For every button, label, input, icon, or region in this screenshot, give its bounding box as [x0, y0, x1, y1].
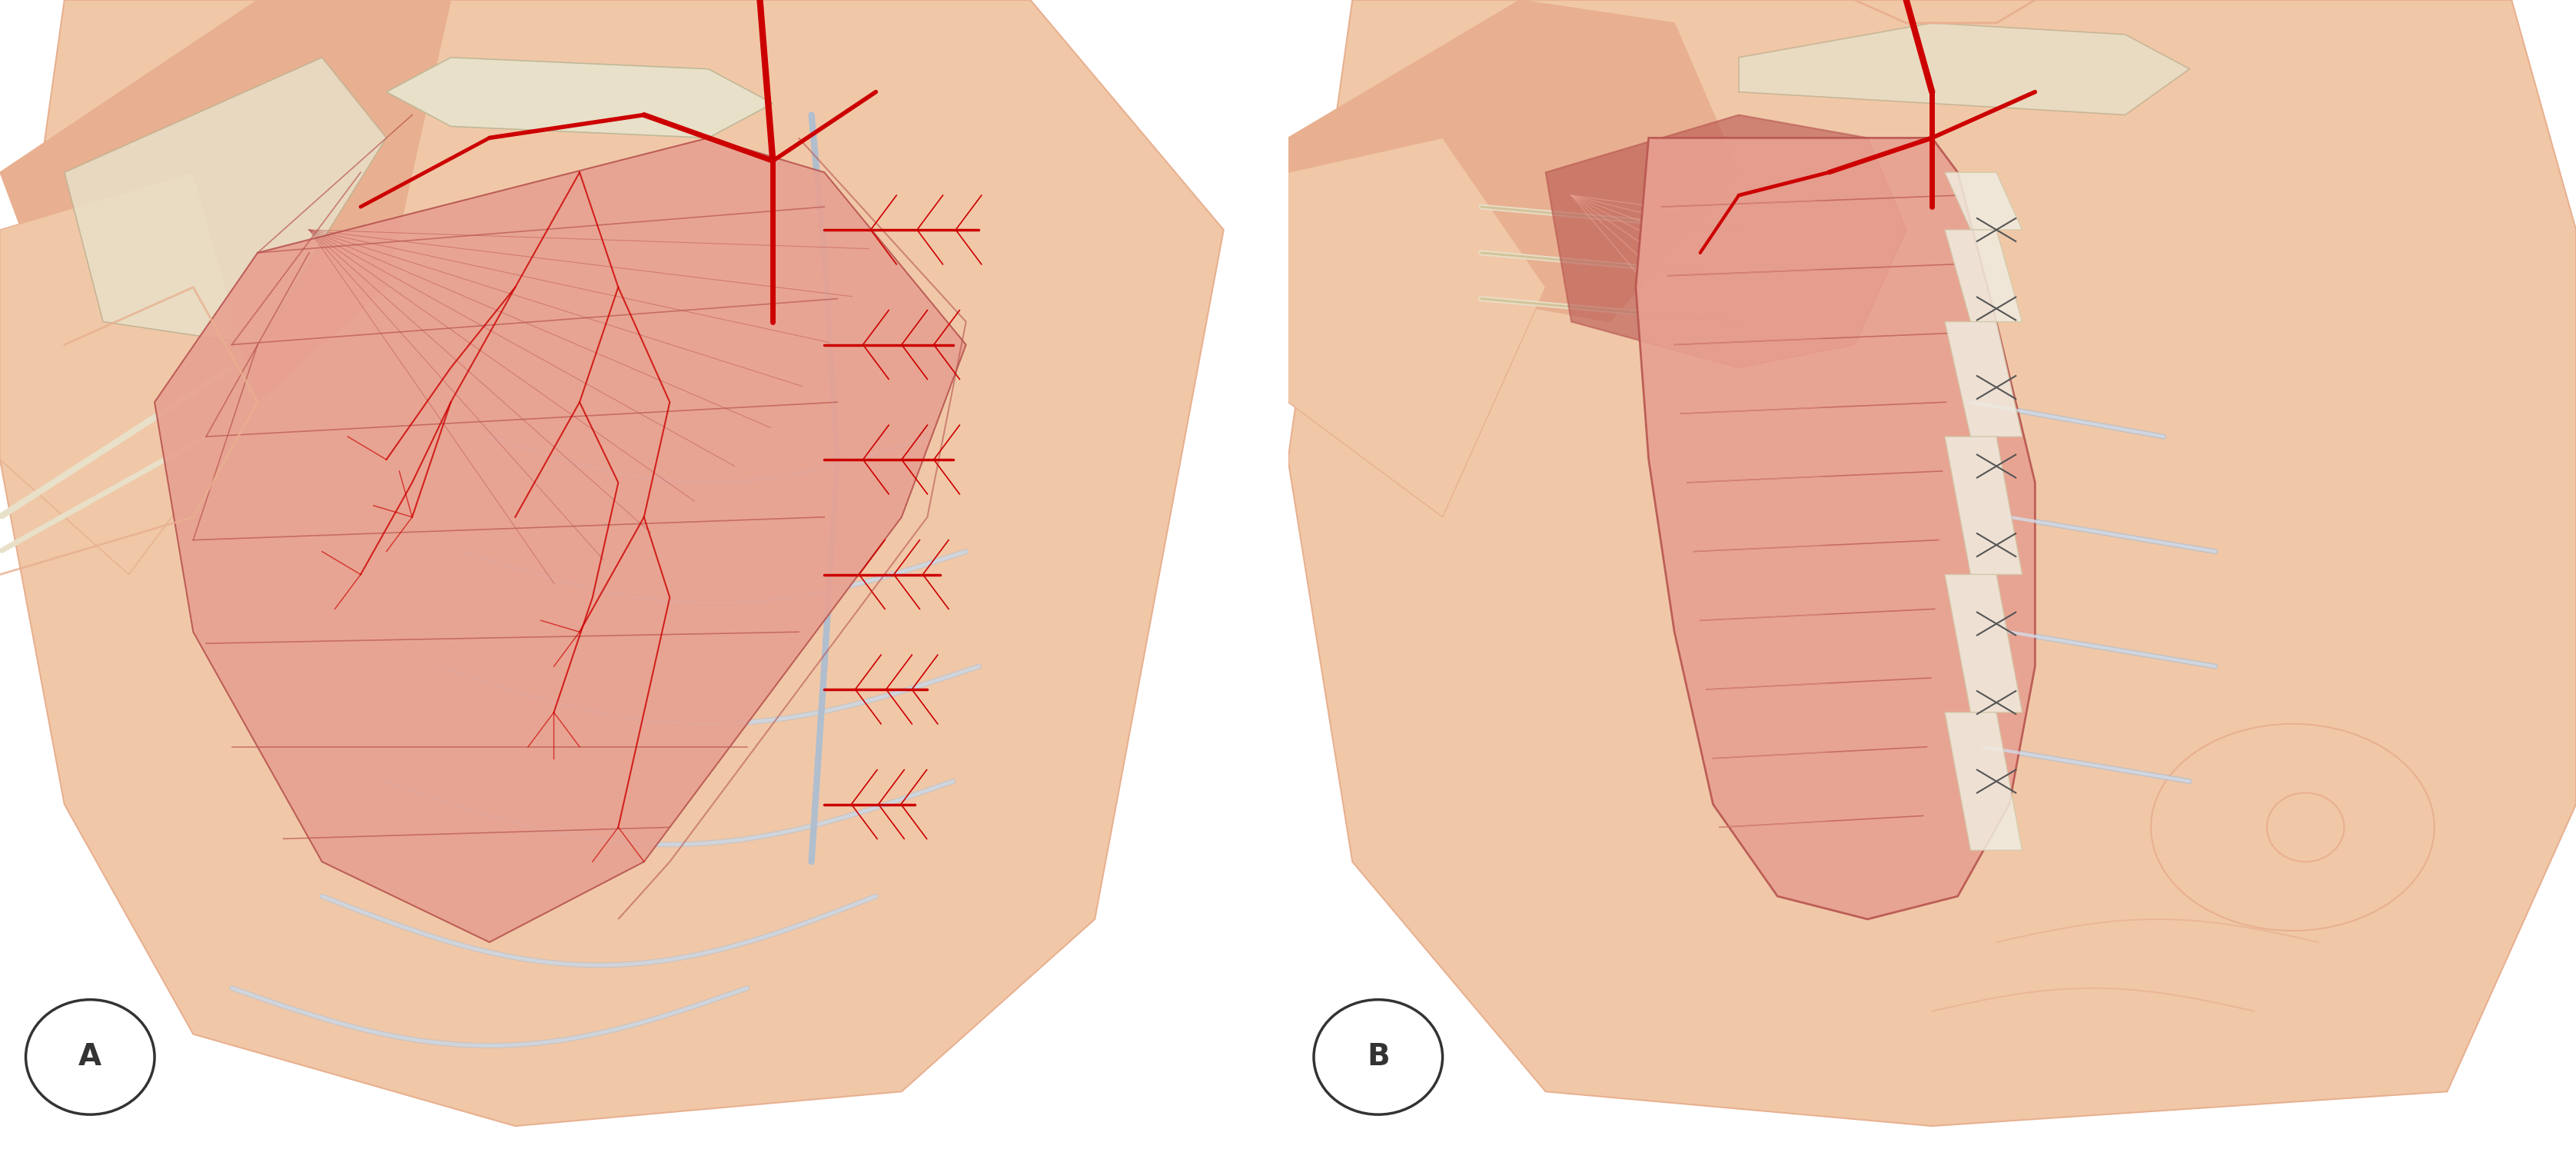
Polygon shape: [1739, 23, 2190, 115]
Polygon shape: [386, 57, 773, 138]
Polygon shape: [64, 57, 386, 345]
Polygon shape: [1288, 0, 2576, 1126]
Ellipse shape: [2151, 724, 2434, 931]
Polygon shape: [1288, 138, 1546, 517]
Polygon shape: [0, 0, 451, 402]
Polygon shape: [1945, 437, 2022, 574]
Polygon shape: [1945, 574, 2022, 712]
Polygon shape: [1945, 230, 2022, 322]
Polygon shape: [1288, 0, 1739, 322]
Polygon shape: [1636, 138, 2035, 919]
Polygon shape: [1546, 115, 1906, 368]
Polygon shape: [1945, 172, 2022, 230]
Text: B: B: [1368, 1042, 1388, 1072]
Polygon shape: [0, 0, 1224, 1126]
Polygon shape: [0, 172, 258, 574]
Polygon shape: [1945, 712, 2022, 850]
Text: A: A: [80, 1042, 100, 1072]
Polygon shape: [1945, 322, 2022, 437]
Polygon shape: [155, 138, 966, 942]
